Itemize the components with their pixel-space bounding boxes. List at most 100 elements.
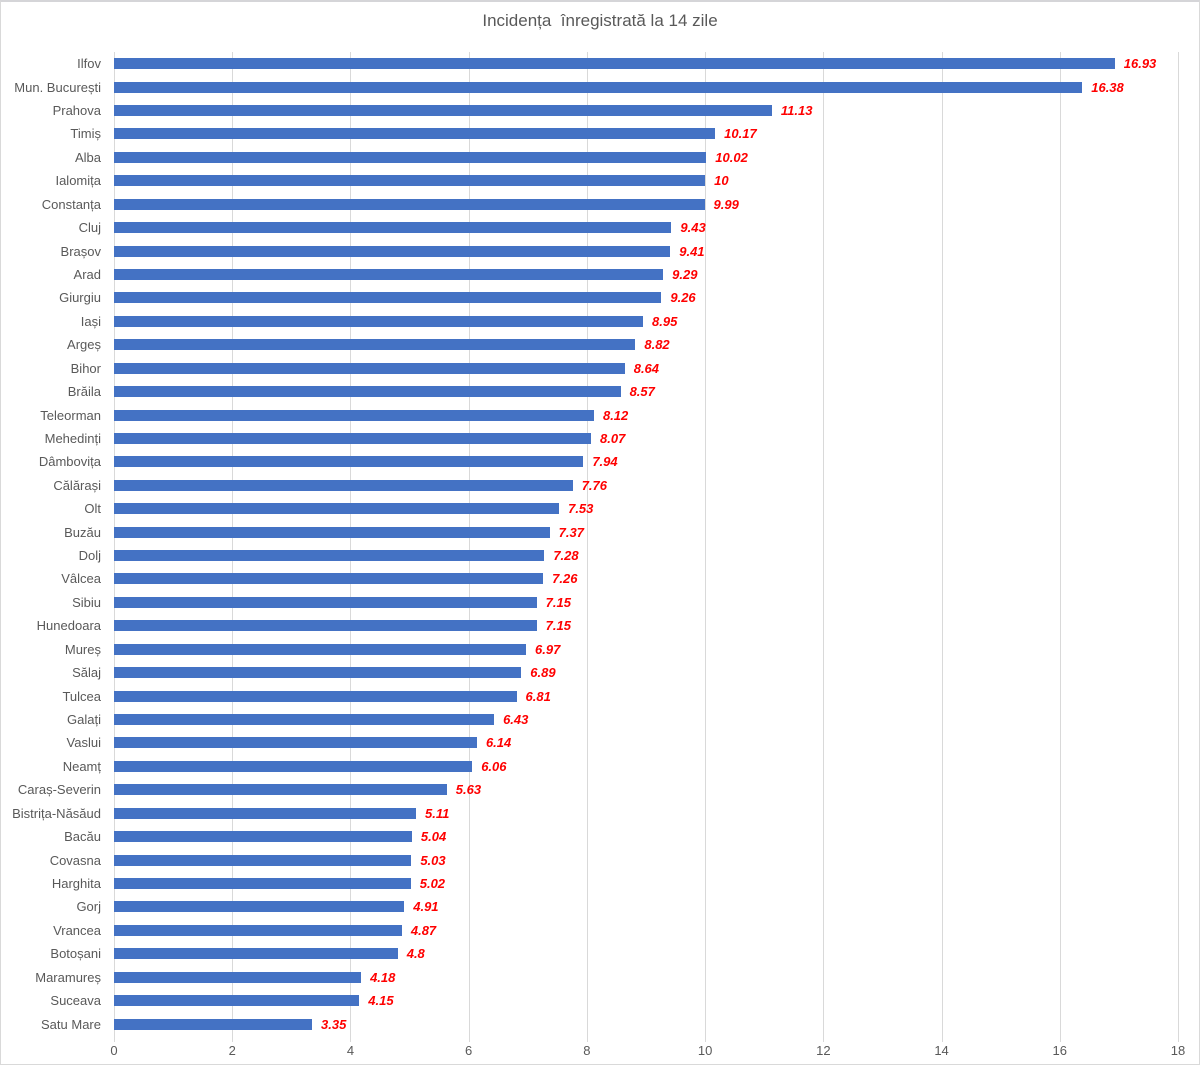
- bar-row: 7.37: [114, 520, 1178, 543]
- category-label: Giurgiu: [59, 290, 101, 306]
- bar-row: 4.15: [114, 989, 1178, 1012]
- category-label: Neamț: [62, 758, 101, 774]
- bar: [114, 151, 707, 163]
- bar-row: 5.02: [114, 872, 1178, 895]
- value-label: 9.99: [713, 196, 739, 212]
- bar: [114, 198, 705, 210]
- bar: [114, 924, 402, 936]
- bar-row: 10.17: [114, 122, 1178, 145]
- category-label: Caraș-Severin: [17, 782, 101, 798]
- bar-row: 9.99: [114, 193, 1178, 216]
- category-label: Sibiu: [72, 594, 101, 610]
- value-label: 6.97: [535, 641, 561, 657]
- bar-row: 8.64: [114, 356, 1178, 379]
- bar: [114, 245, 671, 257]
- category-label: Maramureș: [35, 969, 101, 985]
- bar: [114, 643, 526, 655]
- category-label: Vrancea: [53, 922, 101, 938]
- bar-row: 7.28: [114, 544, 1178, 567]
- value-label: 8.12: [602, 407, 629, 423]
- bar-row: 4.87: [114, 919, 1178, 942]
- category-label: Brăila: [67, 384, 101, 400]
- bar-row: 8.12: [114, 403, 1178, 426]
- category-label: Sălaj: [72, 665, 101, 681]
- bar-row: 10.02: [114, 146, 1178, 169]
- bar: [114, 573, 544, 585]
- bar: [114, 596, 537, 608]
- bar-row: 16.38: [114, 75, 1178, 98]
- x-axis-tick-label: 2: [228, 1043, 236, 1058]
- bar: [114, 503, 560, 515]
- value-label: 6.06: [481, 758, 507, 774]
- bar: [114, 386, 621, 398]
- value-label: 7.15: [545, 618, 571, 634]
- value-label: 7.76: [581, 477, 607, 493]
- category-label: Hunedoara: [36, 618, 101, 634]
- bar: [114, 690, 517, 702]
- bar: [114, 948, 398, 960]
- value-label: 4.18: [370, 969, 396, 985]
- x-axis-tick-label: 4: [346, 1043, 355, 1058]
- x-axis-labels: 0 2 4 6 8 10 12 14 16 18: [110, 1043, 1185, 1061]
- category-label: Prahova: [52, 103, 101, 119]
- bar: [114, 81, 1083, 93]
- bar-row: 4.8: [114, 942, 1178, 965]
- category-label: Constanța: [41, 196, 101, 212]
- bar: [114, 105, 772, 117]
- value-label: 9.26: [670, 290, 696, 306]
- gridline: [1178, 52, 1179, 1042]
- value-label: 10: [714, 173, 729, 189]
- bar-row: 5.03: [114, 848, 1178, 871]
- bar: [114, 479, 573, 491]
- value-label: 6.81: [525, 688, 551, 704]
- y-axis-labels: Ilfov Mun. București Prahova Timiș Alba Ialom…: [1, 52, 114, 1036]
- category-label: Dolj: [78, 548, 101, 564]
- value-label: 7.37: [558, 524, 584, 540]
- category-label: Argeș: [67, 337, 101, 353]
- category-label: Harghita: [51, 875, 101, 891]
- category-label: Botoșani: [50, 946, 101, 962]
- bar-row: 4.18: [114, 965, 1178, 988]
- bar: [114, 807, 417, 819]
- bar: [114, 971, 362, 983]
- category-label: Ialomița: [55, 173, 101, 189]
- value-label: 6.43: [503, 712, 529, 728]
- category-label: Buzău: [64, 524, 101, 540]
- value-label: 9.41: [679, 243, 705, 259]
- bar-row: 6.81: [114, 684, 1178, 707]
- category-label: Suceava: [50, 993, 101, 1009]
- value-label: 5.03: [420, 852, 446, 868]
- bar: [114, 269, 664, 280]
- bar-row: 5.11: [114, 802, 1178, 825]
- value-label: 4.8: [406, 946, 425, 962]
- bar: [114, 339, 636, 351]
- bar-row: 7.15: [114, 614, 1178, 637]
- value-label: 5.02: [419, 875, 446, 891]
- category-label: Tulcea: [62, 688, 101, 704]
- x-axis-tick-label: 8: [583, 1043, 591, 1058]
- bar: [114, 714, 495, 726]
- bar: [114, 315, 644, 327]
- value-label: 16.93: [1123, 56, 1157, 72]
- value-label: 8.64: [633, 360, 660, 376]
- category-label: Teleorman: [40, 407, 101, 423]
- category-label: Brașov: [60, 243, 101, 259]
- value-label: 7.28: [553, 548, 579, 564]
- value-label: 9.43: [680, 220, 706, 236]
- category-label: Arad: [73, 267, 101, 282]
- value-label: 7.26: [552, 571, 578, 587]
- bar: [114, 737, 477, 749]
- value-label: 6.14: [485, 735, 512, 751]
- bar-row: 7.53: [114, 497, 1178, 520]
- bar: [114, 456, 584, 468]
- value-label: 7.94: [592, 454, 618, 470]
- bar: [114, 854, 412, 866]
- value-label: 11.13: [780, 103, 813, 119]
- value-label: 3.35: [321, 1016, 347, 1032]
- value-label: 10.02: [715, 149, 748, 165]
- bar-row: 6.06: [114, 755, 1178, 778]
- bar-row: 6.43: [114, 708, 1178, 731]
- x-axis-tick-label: 10: [697, 1043, 713, 1058]
- value-label: 4.91: [413, 899, 439, 915]
- bar-row: 9.29: [114, 263, 1178, 286]
